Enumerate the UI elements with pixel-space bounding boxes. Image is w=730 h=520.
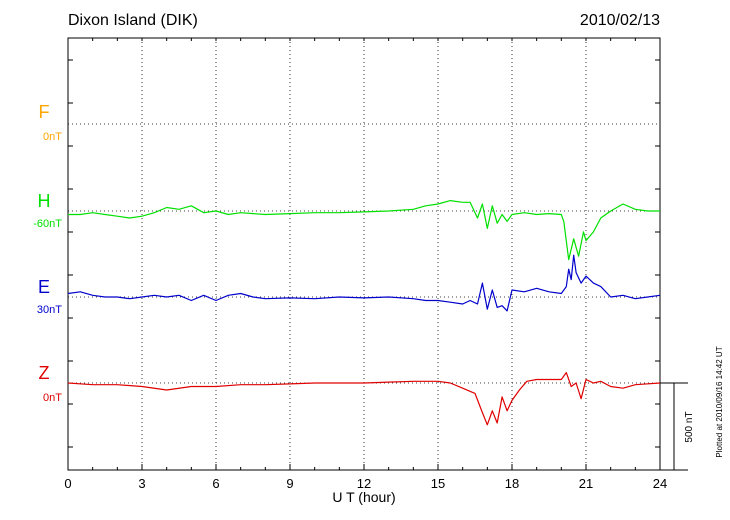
scale-bar-label: 500 nT xyxy=(684,411,695,442)
plot-date: 2010/02/13 xyxy=(580,12,660,29)
channel-baseline-E: 30nT xyxy=(37,304,62,316)
plotted-at-note: Plotted at 2010/09/16 14:42 UT xyxy=(715,346,724,457)
x-tick-label: 6 xyxy=(212,476,219,491)
x-axis-label: U T (hour) xyxy=(332,489,395,505)
series-line-Z xyxy=(67,372,661,426)
channel-labels: F 0nT H -60nT E 30nT Z 0nT xyxy=(33,102,62,404)
channel-name-F: F xyxy=(39,102,50,122)
channel-name-Z: Z xyxy=(39,363,50,383)
channel-baseline-Z: 0nT xyxy=(43,392,62,404)
x-tick-label: 18 xyxy=(505,476,519,491)
series-line-H xyxy=(68,200,660,261)
channel-name-E: E xyxy=(38,277,50,297)
scale-bar: 500 nT xyxy=(660,382,695,471)
grid-lines xyxy=(68,38,660,470)
series-lines xyxy=(67,200,661,426)
x-tick-label: 3 xyxy=(138,476,145,491)
x-tick-label: 24 xyxy=(653,476,667,491)
x-tick-label: 9 xyxy=(286,476,293,491)
channel-baseline-H: -60nT xyxy=(33,218,62,230)
channel-name-H: H xyxy=(38,191,51,211)
series-line-E xyxy=(67,254,661,312)
x-ticks: 0 3 6 9 12 15 18 21 24 xyxy=(64,38,667,491)
x-tick-label: 21 xyxy=(579,476,593,491)
station-title: Dixon Island (DIK) xyxy=(68,12,198,29)
x-tick-label: 0 xyxy=(64,476,71,491)
x-tick-label: 12 xyxy=(357,476,371,491)
x-tick-label: 15 xyxy=(431,476,445,491)
channel-baseline-F: 0nT xyxy=(43,131,62,143)
